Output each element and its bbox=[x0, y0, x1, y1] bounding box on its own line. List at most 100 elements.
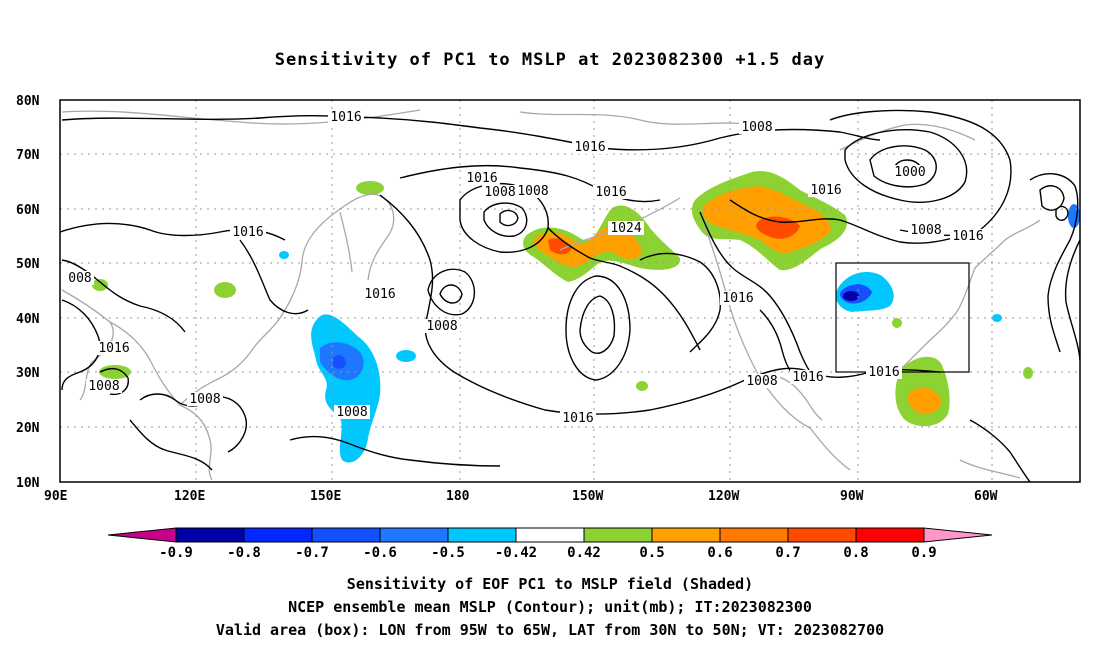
contour-label: 1000 bbox=[894, 165, 925, 180]
contour-label-bg bbox=[362, 287, 398, 301]
contour-label: 1008 bbox=[189, 392, 220, 407]
contour-label: 1016 bbox=[466, 171, 497, 186]
contour-label: 1016 bbox=[364, 287, 395, 302]
page-title: Sensitivity of PC1 to MSLP at 2023082300… bbox=[274, 50, 826, 70]
positive-patch-cpac-o bbox=[533, 226, 642, 267]
contour-label: 1008 bbox=[517, 184, 548, 199]
lon-label: 90W bbox=[840, 489, 864, 504]
contour-label-bg bbox=[908, 223, 944, 237]
positive-patch-small1 bbox=[356, 181, 384, 195]
contour-label-bg bbox=[593, 185, 629, 199]
colorbar-segment bbox=[651, 527, 721, 543]
lat-axis: 80N 70N 60N 50N 40N 30N 20N 10N bbox=[16, 94, 40, 491]
contour-label-bg bbox=[66, 271, 94, 285]
lat-label: 30N bbox=[16, 366, 40, 381]
positive-patch-small6 bbox=[892, 318, 902, 328]
contour-label-bg bbox=[720, 291, 756, 305]
lon-label: 150W bbox=[572, 489, 603, 504]
colorbar-label: 0.5 bbox=[639, 545, 664, 561]
colorbar-label: 0.7 bbox=[775, 545, 800, 561]
negative-patch-small3 bbox=[992, 314, 1002, 322]
contour-label-bg bbox=[560, 411, 596, 425]
positive-patch-gulf-o bbox=[907, 387, 942, 415]
negative-patch-greatlakes-core bbox=[843, 291, 859, 301]
colorbar-label: -0.7 bbox=[295, 545, 329, 561]
contour-label: 1016 bbox=[722, 291, 753, 306]
contour-label: 1016 bbox=[330, 110, 361, 125]
colorbar-over-arrow bbox=[923, 527, 993, 543]
colorbar-label: -0.9 bbox=[159, 545, 193, 561]
contour-label: 1008 bbox=[88, 379, 119, 394]
negative-patch-small1 bbox=[396, 350, 416, 362]
colorbar-segment bbox=[719, 527, 789, 543]
contour-label: 1008 bbox=[746, 374, 777, 389]
contour-label-bg bbox=[230, 225, 266, 239]
contour-label: 1016 bbox=[562, 411, 593, 426]
contour-label-bg bbox=[739, 120, 775, 134]
negative-patch-wpac-core2 bbox=[333, 355, 346, 369]
contour-label: 1016 bbox=[232, 225, 263, 240]
positive-patch-small3 bbox=[92, 279, 108, 291]
caption-line-3: Valid area (box): LON from 95W to 65W, L… bbox=[215, 621, 885, 639]
lon-label: 180 bbox=[446, 489, 470, 504]
valid-area-box bbox=[835, 262, 970, 373]
lat-label: 80N bbox=[16, 94, 40, 109]
contour-label: 1016 bbox=[574, 140, 605, 155]
contour-label: 1008 bbox=[336, 405, 367, 420]
colorbar-label: -0.5 bbox=[431, 545, 465, 561]
contour-label-bg bbox=[464, 171, 500, 185]
lon-label: 90E bbox=[44, 489, 67, 504]
colorbar-segment bbox=[175, 527, 245, 543]
lat-label: 50N bbox=[16, 257, 40, 272]
contour-label-bg bbox=[572, 140, 608, 154]
lat-label: 70N bbox=[16, 148, 40, 163]
contour-label-bg bbox=[790, 370, 826, 384]
contour-label: 1008 bbox=[910, 223, 941, 238]
shaded-sensitivity bbox=[92, 171, 1080, 463]
contour-label-bg bbox=[96, 341, 132, 355]
colorbar-segment bbox=[583, 527, 653, 543]
colorbar-segment bbox=[311, 527, 381, 543]
contour-label-bg bbox=[608, 221, 644, 235]
contour-label-bg bbox=[808, 183, 844, 197]
colorbar-label: -0.8 bbox=[227, 545, 261, 561]
map-panel bbox=[59, 99, 1081, 483]
colorbar-label: -0.42 bbox=[495, 545, 537, 561]
colorbar-segment bbox=[855, 527, 925, 543]
contour-label-bg bbox=[424, 319, 460, 333]
contour-label: 1008 bbox=[484, 185, 515, 200]
contour-label: 1016 bbox=[952, 229, 983, 244]
contour-label: 1008 bbox=[741, 120, 772, 135]
contour-label-bg bbox=[744, 374, 780, 388]
colorbar-label: 0.9 bbox=[911, 545, 936, 561]
lon-label: 150E bbox=[310, 489, 341, 504]
lat-label: 40N bbox=[16, 312, 40, 327]
caption-line-1: Sensitivity of EOF PC1 to MSLP field (Sh… bbox=[346, 575, 754, 593]
colorbar-under-arrow bbox=[107, 527, 177, 543]
contour-label: 1016 bbox=[810, 183, 841, 198]
lon-label: 120W bbox=[708, 489, 739, 504]
contour-label-bg bbox=[328, 110, 364, 124]
colorbar-label: -0.6 bbox=[363, 545, 397, 561]
contour-label-bg bbox=[334, 405, 370, 419]
colorbar-label: 0.8 bbox=[843, 545, 868, 561]
contour-label-bg bbox=[482, 185, 518, 199]
map-frame bbox=[59, 99, 1081, 483]
positive-patch-small2 bbox=[214, 282, 236, 298]
contour-label: 1024 bbox=[610, 221, 641, 236]
contour-label-bg bbox=[950, 229, 986, 243]
contour-label-bg bbox=[866, 365, 902, 379]
colorbar-segment bbox=[379, 527, 449, 543]
contour-label: 1016 bbox=[868, 365, 899, 380]
contour-label: 1016 bbox=[98, 341, 129, 356]
contour-label: 1016 bbox=[792, 370, 823, 385]
contour-label-bg bbox=[187, 392, 223, 406]
contour-label-bg bbox=[892, 165, 928, 179]
colorbar-segment bbox=[515, 527, 585, 543]
colorbar-segment bbox=[447, 527, 517, 543]
caption-line-2: NCEP ensemble mean MSLP (Contour); unit(… bbox=[288, 598, 812, 616]
contour-label: 008 bbox=[68, 271, 91, 286]
colorbar-segment bbox=[243, 527, 313, 543]
